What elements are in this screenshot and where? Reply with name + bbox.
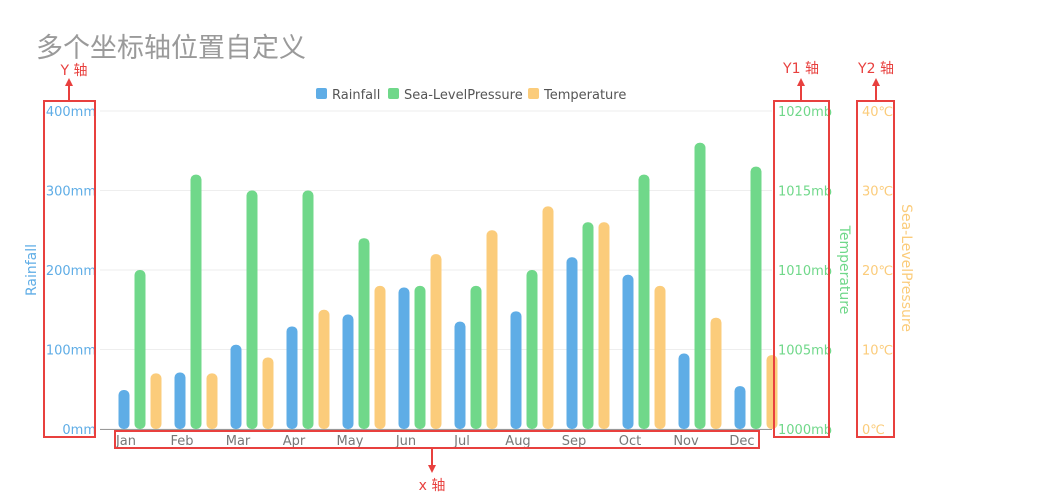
bar-temperature-feb bbox=[206, 373, 218, 429]
bar-sealevelpressure-sep bbox=[582, 222, 594, 429]
y2-tick-label: 20℃ bbox=[862, 264, 893, 279]
bar-rainfall-aug bbox=[510, 311, 522, 429]
bar-temperature-oct bbox=[654, 285, 666, 429]
y1-tick-label: 1015mb bbox=[778, 185, 832, 200]
x-tick-label: Dec bbox=[729, 434, 754, 449]
bar-temperature-nov bbox=[710, 317, 722, 429]
y-axis-annotation: Y 轴 bbox=[59, 63, 87, 79]
x-tick-label: May bbox=[337, 434, 364, 449]
bar-sealevelpressure-apr bbox=[302, 190, 314, 429]
bar-temperature-jun bbox=[430, 254, 442, 429]
y2-tick-label: 0℃ bbox=[862, 423, 885, 438]
legend-item: Sea-LevelPressure bbox=[404, 88, 523, 103]
y1-tick-label: 1010mb bbox=[778, 264, 832, 279]
bar-rainfall-feb bbox=[174, 372, 186, 429]
y-tick-label: 200mm bbox=[46, 264, 96, 279]
x-tick-label: Feb bbox=[170, 434, 193, 449]
x-tick-label: Jun bbox=[395, 434, 416, 449]
x-tick-label: Oct bbox=[619, 434, 641, 449]
y1-tick-label: 1020mb bbox=[778, 105, 832, 120]
x-tick-label: Jan bbox=[115, 434, 136, 449]
bar-temperature-jan bbox=[150, 373, 162, 429]
bar-temperature-sep bbox=[598, 222, 610, 429]
y-tick-label: 100mm bbox=[46, 344, 96, 359]
bar-temperature-dec bbox=[766, 355, 778, 429]
x-tick-label: Jul bbox=[453, 434, 470, 449]
y-axis-title: Rainfall bbox=[24, 244, 40, 296]
bar-sealevelpressure-jul bbox=[470, 285, 482, 429]
bar-rainfall-oct bbox=[622, 274, 634, 429]
legend-item: Rainfall bbox=[332, 88, 380, 103]
y1-tick-label: 1000mb bbox=[778, 423, 832, 438]
bar-sealevelpressure-nov bbox=[694, 142, 706, 430]
bar-sealevelpressure-feb bbox=[190, 174, 202, 429]
bar-rainfall-apr bbox=[286, 326, 298, 429]
legend-item: Temperature bbox=[543, 88, 626, 103]
bar-temperature-mar bbox=[262, 357, 274, 429]
x-axis-arrow-head bbox=[428, 465, 436, 473]
y1-tick-label: 1005mb bbox=[778, 344, 832, 359]
legend-swatch bbox=[528, 88, 539, 99]
bar-rainfall-sep bbox=[566, 257, 578, 429]
bar-rainfall-jun bbox=[398, 287, 410, 429]
bar-sealevelpressure-jan bbox=[134, 270, 146, 429]
y2-tick-label: 10℃ bbox=[862, 344, 893, 359]
bar-rainfall-may bbox=[342, 314, 354, 429]
bar-rainfall-nov bbox=[678, 353, 690, 429]
legend-swatch bbox=[388, 88, 399, 99]
bar-rainfall-mar bbox=[230, 344, 242, 429]
y1-axis-arrow-head bbox=[797, 78, 805, 86]
bar-temperature-may bbox=[374, 285, 386, 429]
y-tick-label: 300mm bbox=[46, 185, 96, 200]
y2-axis-title: Sea-LevelPressure bbox=[898, 204, 914, 332]
x-axis-annotation: x 轴 bbox=[419, 478, 446, 494]
y-axis-arrow-head bbox=[65, 78, 73, 86]
bar-sealevelpressure-jun bbox=[414, 285, 426, 429]
y1-axis-title: Temperature bbox=[836, 225, 852, 315]
bar-sealevelpressure-dec bbox=[750, 166, 762, 429]
x-axis-highlight-box bbox=[114, 430, 760, 449]
y-tick-label: 0mm bbox=[62, 423, 96, 438]
bar-temperature-jul bbox=[486, 230, 498, 429]
y2-tick-label: 30℃ bbox=[862, 185, 893, 200]
bar-temperature-apr bbox=[318, 309, 330, 429]
y2-tick-label: 40℃ bbox=[862, 105, 893, 120]
x-tick-label: Apr bbox=[283, 434, 306, 449]
bar-sealevelpressure-aug bbox=[526, 270, 538, 429]
x-tick-label: Mar bbox=[226, 434, 251, 449]
x-tick-label: Sep bbox=[562, 434, 587, 449]
legend-swatch bbox=[316, 88, 327, 99]
x-tick-label: Nov bbox=[673, 434, 699, 449]
chart-title: 多个坐标轴位置自定义 bbox=[36, 33, 306, 64]
bar-sealevelpressure-mar bbox=[246, 190, 258, 429]
y1-axis-annotation: Y1 轴 bbox=[782, 61, 819, 77]
bar-rainfall-jul bbox=[454, 321, 466, 429]
bar-rainfall-jan bbox=[118, 390, 130, 429]
y-tick-label: 400mm bbox=[46, 105, 96, 120]
y2-axis-arrow-head bbox=[872, 78, 880, 86]
bar-rainfall-dec bbox=[734, 386, 746, 429]
x-tick-label: Aug bbox=[505, 434, 530, 449]
bar-sealevelpressure-may bbox=[358, 238, 370, 429]
bar-sealevelpressure-oct bbox=[638, 174, 650, 429]
y2-axis-annotation: Y2 轴 bbox=[857, 61, 894, 77]
bar-temperature-aug bbox=[542, 206, 554, 429]
